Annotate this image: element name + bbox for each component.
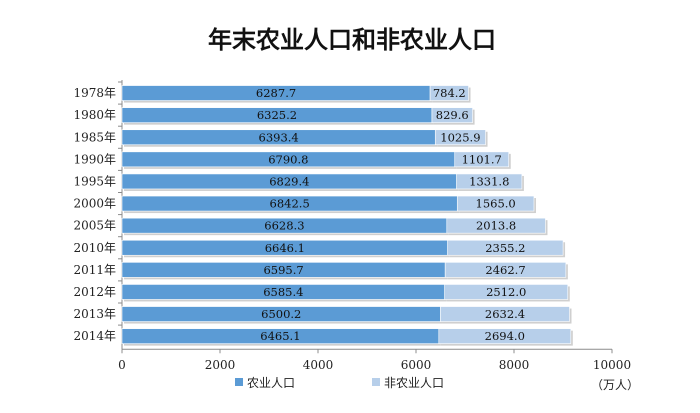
category-label: 1990年 [73, 152, 116, 166]
x-tick-label: 0 [118, 358, 126, 372]
category-label: 2012年 [73, 285, 116, 299]
legend-swatch [235, 378, 243, 386]
data-label: 1565.0 [476, 197, 516, 211]
category-label: 1978年 [73, 86, 116, 100]
x-tick-label: 10000 [593, 358, 631, 372]
category-label: 1985年 [73, 130, 116, 144]
data-label: 829.6 [436, 108, 469, 122]
data-label: 6790.8 [268, 152, 308, 166]
data-label: 1331.8 [469, 174, 509, 188]
bar-non-agricultural [446, 217, 546, 234]
data-label: 1025.9 [440, 130, 480, 144]
data-label: 6842.5 [270, 197, 310, 211]
category-label: 2000年 [73, 197, 116, 211]
x-tick-label: 8000 [499, 358, 530, 372]
data-label: 6393.4 [259, 130, 299, 144]
unit-label: （万人） [591, 378, 639, 392]
data-label: 6646.1 [265, 241, 305, 255]
data-label: 2013.8 [476, 219, 516, 233]
data-label: 2512.0 [486, 285, 526, 299]
bar-non-agricultural [429, 85, 469, 101]
data-label: 6829.4 [269, 174, 309, 188]
category-label: 2005年 [73, 219, 116, 233]
bar-non-agricultural [444, 262, 567, 278]
bar-non-agricultural [456, 173, 523, 190]
data-label: 6595.7 [263, 263, 303, 277]
data-label: 2355.2 [485, 241, 525, 255]
bar-non-agricultural [454, 151, 510, 168]
bar-non-agricultural [447, 239, 564, 256]
category-label: 2014年 [73, 329, 116, 343]
chart-title: 年末农业人口和非农业人口 [208, 25, 496, 54]
data-label: 2694.0 [485, 329, 525, 343]
data-label: 784.2 [433, 86, 466, 100]
x-tick-label: 6000 [401, 358, 432, 372]
data-label: 1101.7 [462, 152, 502, 166]
bar-non-agricultural [431, 107, 473, 123]
data-label: 2462.7 [485, 263, 525, 277]
bar-non-agricultural [434, 129, 486, 146]
legend-swatch [372, 378, 380, 386]
data-label: 2632.4 [485, 307, 525, 321]
bar-non-agricultural [444, 284, 569, 300]
category-label: 1980年 [73, 108, 116, 122]
category-label: 2013年 [73, 307, 116, 321]
data-label: 6585.4 [263, 285, 303, 299]
bar-non-agricultural [456, 195, 535, 212]
x-tick-label: 4000 [303, 358, 334, 372]
category-label: 1995年 [73, 174, 116, 188]
legend-label: 非农业人口 [384, 376, 444, 390]
legend-label: 农业人口 [247, 376, 295, 390]
bar-non-agricultural [438, 328, 572, 344]
data-label: 6500.2 [261, 307, 301, 321]
plot-area: 1978年 6287.7 784.2 1980年 6325.2 829.6 1985年 639… [73, 80, 631, 372]
x-tick-label: 2000 [205, 358, 236, 372]
category-label: 2010年 [73, 241, 116, 255]
bar-non-agricultural [440, 306, 570, 322]
category-label: 2011年 [73, 263, 116, 277]
legend: 农业人口 非农业人口 [235, 376, 444, 390]
data-label: 6325.2 [257, 108, 297, 122]
data-label: 6465.1 [260, 329, 300, 343]
data-label: 6628.3 [264, 219, 304, 233]
data-label: 6287.7 [256, 86, 296, 100]
